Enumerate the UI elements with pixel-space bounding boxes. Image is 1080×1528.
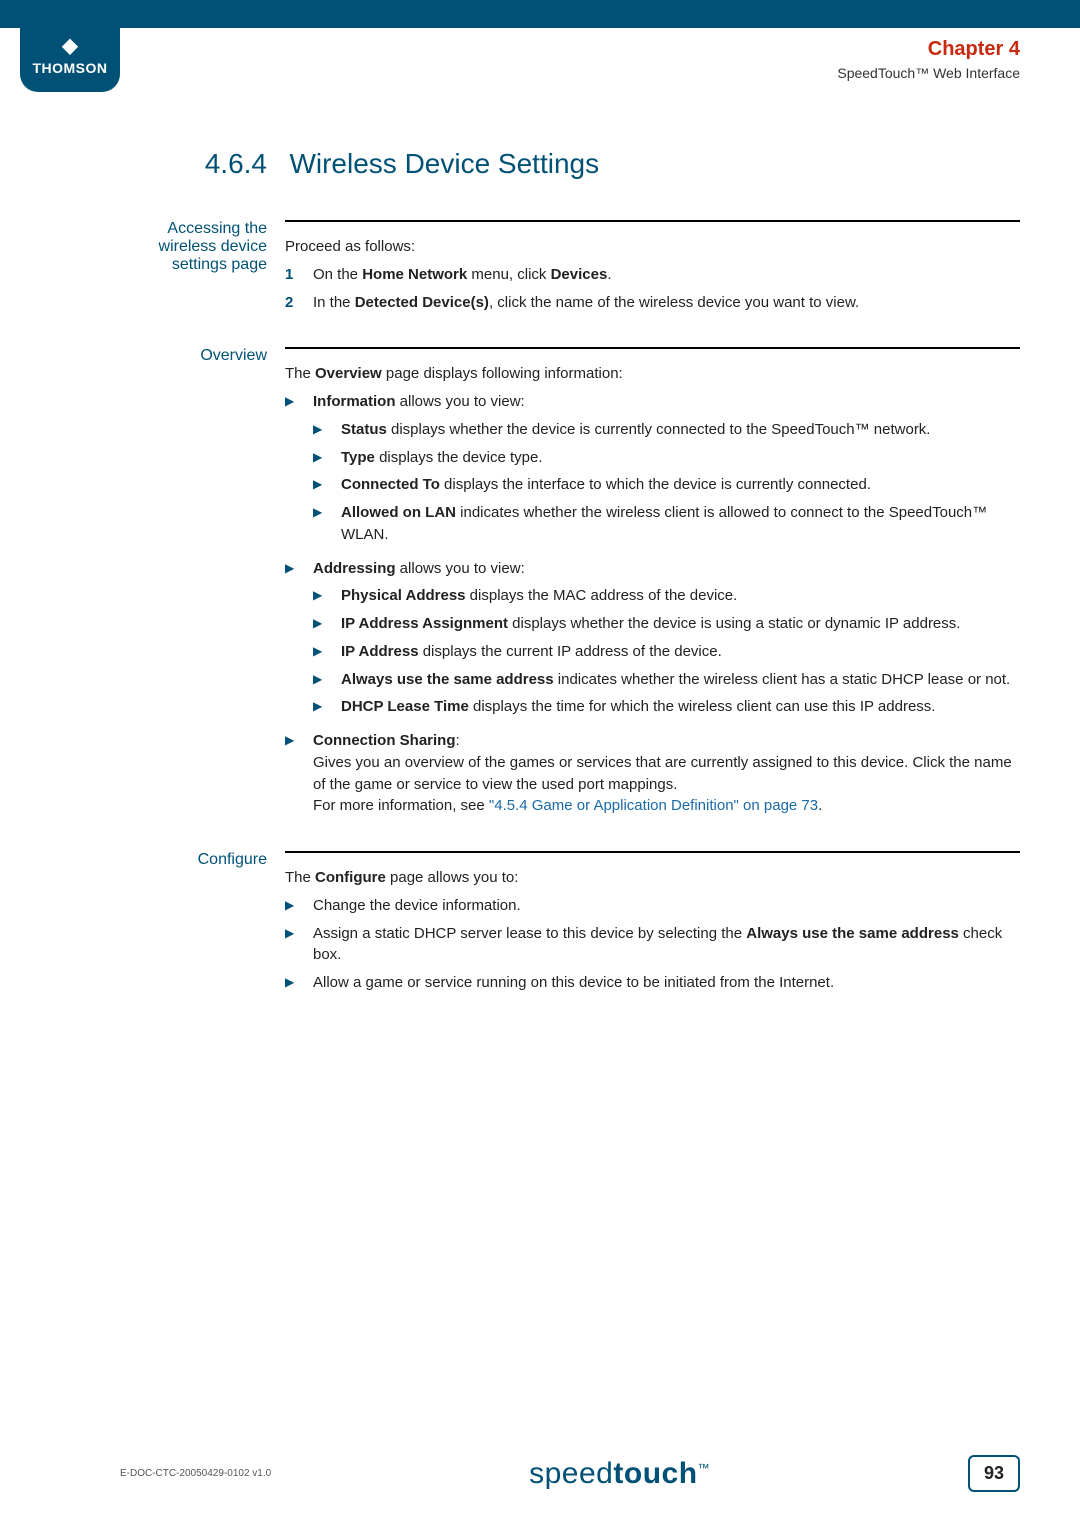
bullet-icon: ▶ (285, 391, 313, 552)
accessing-intro: Proceed as follows: (285, 236, 1020, 258)
doc-id: E-DOC-CTC-20050429-0102 v1.0 (120, 1468, 271, 1479)
step-number: 2 (285, 292, 313, 314)
configure-list: ▶Change the device information. ▶Assign … (285, 895, 1020, 994)
section-title: Wireless Device Settings (289, 148, 599, 179)
bullet-icon: ▶ (313, 447, 341, 469)
configure-label: Configure (120, 851, 285, 1000)
info-allowed-lan: ▶Allowed on LAN indicates whether the wi… (313, 502, 1020, 546)
overview-connection-sharing: ▶ Connection Sharing: Gives you an overv… (285, 730, 1020, 817)
block-accessing: Accessing the wireless device settings p… (120, 220, 1020, 319)
overview-label: Overview (120, 347, 285, 823)
accessing-step-1: 1 On the Home Network menu, click Device… (285, 264, 1020, 286)
addr-same-address: ▶Always use the same address indicates w… (313, 669, 1020, 691)
info-connected-to: ▶Connected To displays the interface to … (313, 474, 1020, 496)
configure-intro: The Configure page allows you to: (285, 867, 1020, 889)
footer: E-DOC-CTC-20050429-0102 v1.0 speedtouch™… (0, 1455, 1080, 1492)
configure-body: The Configure page allows you to: ▶Chang… (285, 851, 1020, 1000)
configure-item-2: ▶Assign a static DHCP server lease to th… (285, 923, 1020, 967)
step-text: In the Detected Device(s), click the nam… (313, 292, 859, 314)
block-overview: Overview The Overview page displays foll… (120, 347, 1020, 823)
brand-logo-text: THOMSON (32, 60, 107, 76)
chapter-subtitle: SpeedTouch™ Web Interface (837, 65, 1020, 81)
addr-assignment: ▶IP Address Assignment displays whether … (313, 613, 1020, 635)
bullet-icon: ▶ (285, 895, 313, 917)
bullet-icon: ▶ (285, 923, 313, 967)
bullet-icon: ▶ (313, 585, 341, 607)
content-area: 4.6.4 Wireless Device Settings Accessing… (0, 28, 1080, 1000)
section-number: 4.6.4 (120, 148, 285, 180)
section-heading: 4.6.4 Wireless Device Settings (120, 148, 1020, 180)
bullet-icon: ▶ (313, 419, 341, 441)
configure-item-1: ▶Change the device information. (285, 895, 1020, 917)
bullet-icon: ▶ (313, 502, 341, 546)
header-bar (0, 0, 1080, 28)
bullet-icon: ▶ (313, 696, 341, 718)
step-text: On the Home Network menu, click Devices. (313, 264, 611, 286)
accessing-steps: 1 On the Home Network menu, click Device… (285, 264, 1020, 314)
overview-list: ▶ Information allows you to view: ▶Statu… (285, 391, 1020, 817)
bullet-icon: ▶ (313, 613, 341, 635)
info-status: ▶Status displays whether the device is c… (313, 419, 1020, 441)
bullet-icon: ▶ (313, 641, 341, 663)
configure-item-3: ▶Allow a game or service running on this… (285, 972, 1020, 994)
accessing-label: Accessing the wireless device settings p… (120, 220, 285, 319)
brand-logo-icon: ◆ (62, 36, 77, 56)
bullet-icon: ▶ (313, 474, 341, 496)
overview-intro: The Overview page displays following inf… (285, 363, 1020, 385)
bullet-icon: ▶ (285, 730, 313, 817)
chapter-title: Chapter 4 (837, 38, 1020, 61)
bullet-icon: ▶ (313, 669, 341, 691)
overview-addressing: ▶ Addressing allows you to view: ▶Physic… (285, 558, 1020, 725)
information-sublist: ▶Status displays whether the device is c… (313, 419, 1020, 546)
cross-ref-link[interactable]: "4.5.4 Game or Application Definition" o… (489, 797, 818, 814)
header-right: Chapter 4 SpeedTouch™ Web Interface (837, 38, 1020, 81)
overview-body: The Overview page displays following inf… (285, 347, 1020, 823)
brand-logo: ◆ THOMSON (20, 20, 120, 92)
addr-ip: ▶IP Address displays the current IP addr… (313, 641, 1020, 663)
info-type: ▶Type displays the device type. (313, 447, 1020, 469)
overview-information: ▶ Information allows you to view: ▶Statu… (285, 391, 1020, 552)
footer-logo: speedtouch™ (529, 1457, 710, 1491)
addr-physical: ▶Physical Address displays the MAC addre… (313, 585, 1020, 607)
accessing-step-2: 2 In the Detected Device(s), click the n… (285, 292, 1020, 314)
bullet-icon: ▶ (285, 972, 313, 994)
bullet-icon: ▶ (285, 558, 313, 725)
accessing-body: Proceed as follows: 1 On the Home Networ… (285, 220, 1020, 319)
addr-dhcp-lease: ▶DHCP Lease Time displays the time for w… (313, 696, 1020, 718)
step-number: 1 (285, 264, 313, 286)
addressing-sublist: ▶Physical Address displays the MAC addre… (313, 585, 1020, 718)
page-number: 93 (968, 1455, 1020, 1492)
block-configure: Configure The Configure page allows you … (120, 851, 1020, 1000)
